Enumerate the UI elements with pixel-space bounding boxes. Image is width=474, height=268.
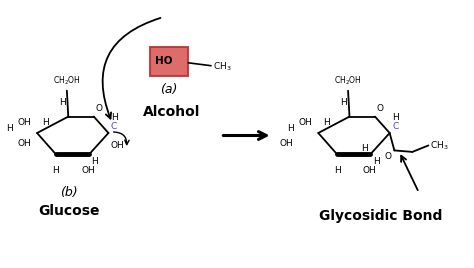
Text: OH: OH — [18, 118, 31, 126]
Text: H: H — [111, 113, 118, 122]
Text: H: H — [287, 124, 294, 133]
Text: O: O — [95, 104, 102, 113]
Text: H: H — [6, 124, 12, 133]
Text: O: O — [376, 104, 383, 113]
Text: H: H — [323, 118, 329, 127]
Text: OH: OH — [299, 118, 313, 126]
Text: (a): (a) — [160, 83, 178, 96]
Text: C: C — [111, 121, 117, 131]
Text: OH: OH — [18, 139, 31, 148]
Text: Alcohol: Alcohol — [143, 105, 200, 119]
Text: HO: HO — [155, 56, 173, 66]
Text: H: H — [59, 98, 66, 107]
Text: OH: OH — [111, 142, 125, 150]
Text: Glycosidic Bond: Glycosidic Bond — [319, 209, 443, 223]
Text: C: C — [392, 121, 398, 131]
Text: H: H — [53, 166, 59, 175]
Text: OH: OH — [363, 166, 376, 175]
Text: $\mathregular{CH_2OH}$: $\mathregular{CH_2OH}$ — [53, 75, 81, 87]
Text: Glucose: Glucose — [38, 204, 100, 218]
Text: H: H — [373, 157, 379, 166]
Text: $\mathregular{CH_3}$: $\mathregular{CH_3}$ — [213, 61, 231, 73]
Text: H: H — [334, 166, 340, 175]
Text: H: H — [340, 98, 347, 107]
Text: O: O — [384, 152, 392, 161]
Text: $\mathregular{CH_2OH}$: $\mathregular{CH_2OH}$ — [334, 75, 362, 87]
Text: H: H — [361, 144, 368, 153]
Text: H: H — [42, 118, 48, 127]
Text: (b): (b) — [60, 186, 78, 199]
Text: H: H — [392, 113, 399, 122]
FancyBboxPatch shape — [150, 47, 188, 76]
Text: $\mathregular{CH_3}$: $\mathregular{CH_3}$ — [430, 139, 449, 152]
Text: H: H — [91, 157, 98, 166]
Text: OH: OH — [280, 139, 294, 148]
Text: OH: OH — [81, 166, 95, 175]
